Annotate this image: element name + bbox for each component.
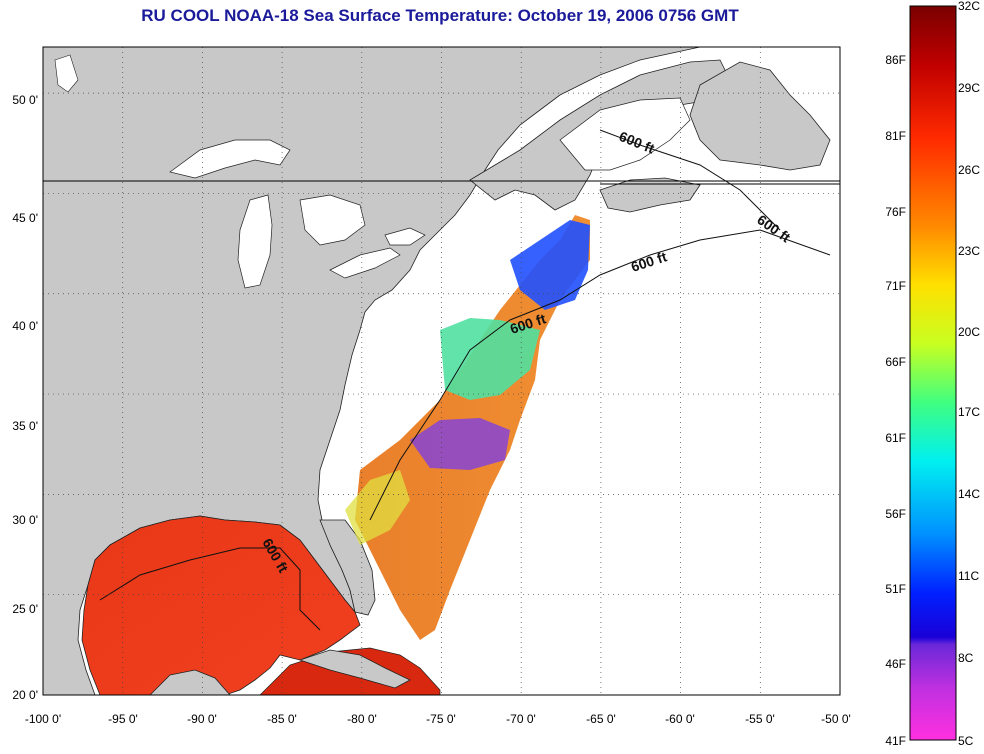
colorbar-f-label: 51F <box>885 582 906 596</box>
colorbar-c-label: 11C <box>958 569 979 583</box>
colorbar-c-label: 26C <box>958 163 980 177</box>
colorbar-f-label: 86F <box>885 53 906 67</box>
lat-tick-label: 30 0' <box>12 513 38 527</box>
gulf-st-lawrence <box>559 97 691 171</box>
lat-tick-label: 40 0' <box>12 319 38 333</box>
colorbar-f-label: 56F <box>885 507 906 521</box>
colorbar-f-label: 81F <box>885 129 906 143</box>
lat-tick-label: 20 0' <box>12 688 38 702</box>
colorbar-f-label: 66F <box>885 355 906 369</box>
land-newfoundland <box>689 61 831 171</box>
map-title: RU COOL NOAA-18 Sea Surface Temperature:… <box>141 6 739 25</box>
lake-erie <box>329 247 401 279</box>
sst-purple-patch <box>410 418 510 470</box>
colorbar-f-label: 41F <box>885 734 906 748</box>
colorbar <box>909 5 957 741</box>
gulf-of-mexico-sst <box>81 515 361 696</box>
land-cuba <box>298 649 411 689</box>
lon-tick-label: -90 0' <box>187 712 217 726</box>
latitude-axis: 50 0' 45 0' 40 0' 35 0' 30 0' 25 0' 20 0… <box>12 93 38 702</box>
lon-tick-label: -65 0' <box>586 712 616 726</box>
lat-tick-label: 25 0' <box>12 602 38 616</box>
lon-tick-label: -60 0' <box>665 712 695 726</box>
sst-cyan-patch <box>440 318 540 400</box>
colorbar-c-label: 14C <box>958 487 980 501</box>
lon-tick-label: -55 0' <box>745 712 775 726</box>
colorbar-f-label: 76F <box>885 205 906 219</box>
colorbar-c-label: 23C <box>958 244 980 258</box>
lon-tick-label: -80 0' <box>347 712 377 726</box>
graticule <box>43 47 840 695</box>
lon-tick-label: -75 0' <box>426 712 456 726</box>
sst-blue-patch <box>510 220 590 310</box>
sst-yellow-patch <box>345 470 410 545</box>
lon-tick-label: -85 0' <box>267 712 297 726</box>
lake-huron <box>299 194 366 246</box>
colorbar-f-label: 71F <box>885 279 906 293</box>
lat-tick-label: 50 0' <box>12 93 38 107</box>
lon-tick-label: -95 0' <box>108 712 138 726</box>
lake-superior <box>169 139 291 179</box>
isobath-600ft-atlantic <box>369 229 831 521</box>
lake-winnipeg-area <box>54 54 79 93</box>
longitude-axis: -100 0' -95 0' -90 0' -85 0' -80 0' -75 … <box>25 712 851 726</box>
isobath-600ft-stlawrence <box>599 129 781 231</box>
colorbar-f-label: 61F <box>885 431 906 445</box>
colorbar-c-label: 32C <box>958 0 980 13</box>
lon-tick-label: -100 0' <box>25 712 61 726</box>
colorbar-c-label: 5C <box>958 734 974 748</box>
lake-ontario <box>384 227 426 246</box>
land-nova-scotia <box>599 177 701 213</box>
lake-michigan <box>237 194 273 289</box>
lat-tick-label: 45 0' <box>12 211 38 225</box>
colorbar-c-label: 20C <box>958 325 980 339</box>
isobath-600ft-gulf <box>99 547 321 631</box>
colorbar-fahrenheit-scale: 86F 81F 76F 71F 66F 61F 56F 51F 46F 41F <box>885 53 906 748</box>
lon-tick-label: -70 0' <box>506 712 536 726</box>
colorbar-c-label: 17C <box>958 405 980 419</box>
colorbar-f-label: 46F <box>885 657 906 671</box>
lon-tick-label: -50 0' <box>821 712 851 726</box>
lat-tick-label: 35 0' <box>12 419 38 433</box>
colorbar-c-label: 29C <box>958 81 980 95</box>
map-frame <box>42 46 841 696</box>
colorbar-celsius-scale: 32C 29C 26C 23C 20C 17C 14C 11C 8C 5C <box>958 0 980 748</box>
colorbar-c-label: 8C <box>958 651 974 665</box>
